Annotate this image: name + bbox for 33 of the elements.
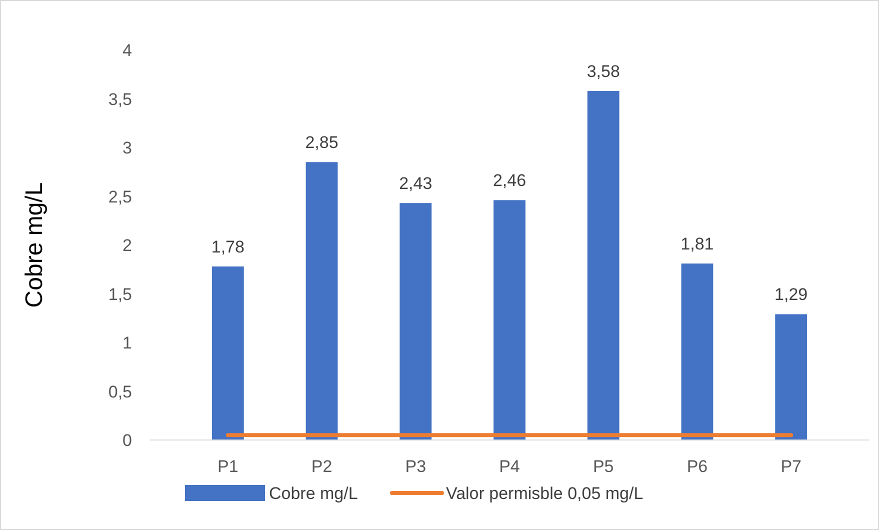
- data-label: 2,43: [399, 174, 432, 194]
- x-tick-label: P7: [780, 457, 802, 476]
- x-tick-label: P2: [311, 457, 332, 476]
- bar: [681, 264, 714, 440]
- y-tick-label: 1,5: [108, 284, 132, 304]
- x-tick-label: P4: [499, 457, 520, 476]
- data-label: 1,29: [774, 285, 808, 304]
- y-tick-label: 3: [122, 138, 132, 158]
- x-tick-label: P1: [218, 457, 238, 476]
- data-label: 2,85: [305, 133, 338, 152]
- bar: [494, 200, 526, 440]
- y-tick-label: 3,5: [108, 90, 132, 109]
- bar: [587, 90, 620, 440]
- data-label: 3,58: [586, 62, 620, 81]
- x-tick-label: P3: [405, 457, 426, 476]
- data-label: 2,46: [492, 171, 526, 190]
- legend-label: Valor permisble 0,05 mg/L: [446, 484, 644, 503]
- y-tick-label: 2,5: [108, 187, 132, 206]
- y-tick-label: 2: [122, 236, 132, 255]
- data-label: 1,78: [211, 237, 244, 256]
- bar: [212, 266, 244, 440]
- bar: [306, 162, 338, 440]
- y-tick-label: 4: [122, 41, 132, 60]
- data-label: 1,81: [680, 234, 714, 254]
- y-tick-label: 1: [122, 334, 132, 352]
- y-axis-title: Cobre mg/L: [21, 182, 48, 308]
- y-tick-label: 0: [122, 431, 132, 450]
- bar: [775, 314, 808, 440]
- bar: [400, 203, 432, 440]
- y-tick-label: 0,5: [108, 382, 132, 402]
- x-tick-label: P5: [592, 457, 614, 476]
- x-tick-label: P6: [686, 457, 708, 476]
- legend-label: Cobre mg/L: [269, 484, 358, 503]
